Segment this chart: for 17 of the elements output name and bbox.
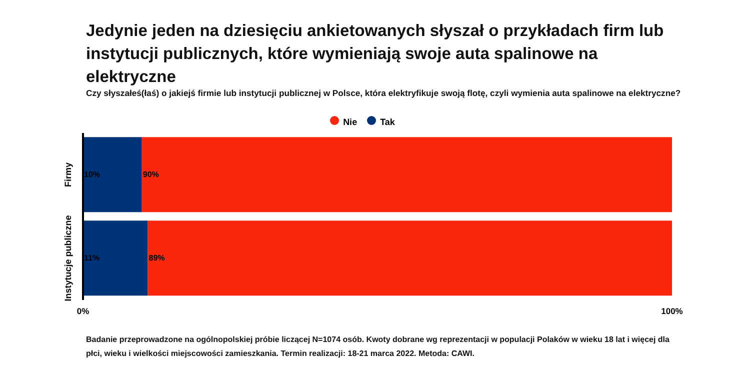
bar [148, 220, 672, 296]
data-label: 10% [84, 170, 100, 180]
y-tick-label: Firmy [63, 162, 73, 188]
x-tick-label: 100% [661, 306, 684, 316]
data-label: 89% [148, 254, 165, 263]
bar [142, 137, 672, 212]
chart-title: Jedynie jeden na dziesięciu ankietowanych słyszał o przykładach firm lub instytucji publicznych, które wymieniają swoje auta spalinowe na elektryczne [86, 21, 665, 88]
legend-label: Nie [343, 117, 358, 127]
data-label: 90% [142, 170, 159, 180]
bar [83, 137, 142, 212]
x-tick-label: 0% [76, 306, 90, 316]
bar [83, 220, 148, 296]
chart-subtitle: Czy słyszałeś(łaś) o jakiejś firmie lub instytucji publicznej w Polsce, która elektryfikuje swoją flotę, czyli wymienia auta spalinowe na elektryczne? [86, 88, 682, 98]
data-label: 11% [84, 254, 100, 263]
text: Badanie przeprowadzone na ogólnopolskiej próbie liczącej N=1074 osób. Kwoty dobrane wg reprezentacji w populacji Polaków w wieku 18 lat i więcej dla płci, wieku i wielkości miejscowości zamieszkania. Termin realizacji: 18-21 marca 2022. Metoda: CAWI. [86, 334, 670, 360]
legend-label: Tak [380, 117, 395, 127]
y-tick-label: Instytucje publiczne [63, 215, 73, 302]
